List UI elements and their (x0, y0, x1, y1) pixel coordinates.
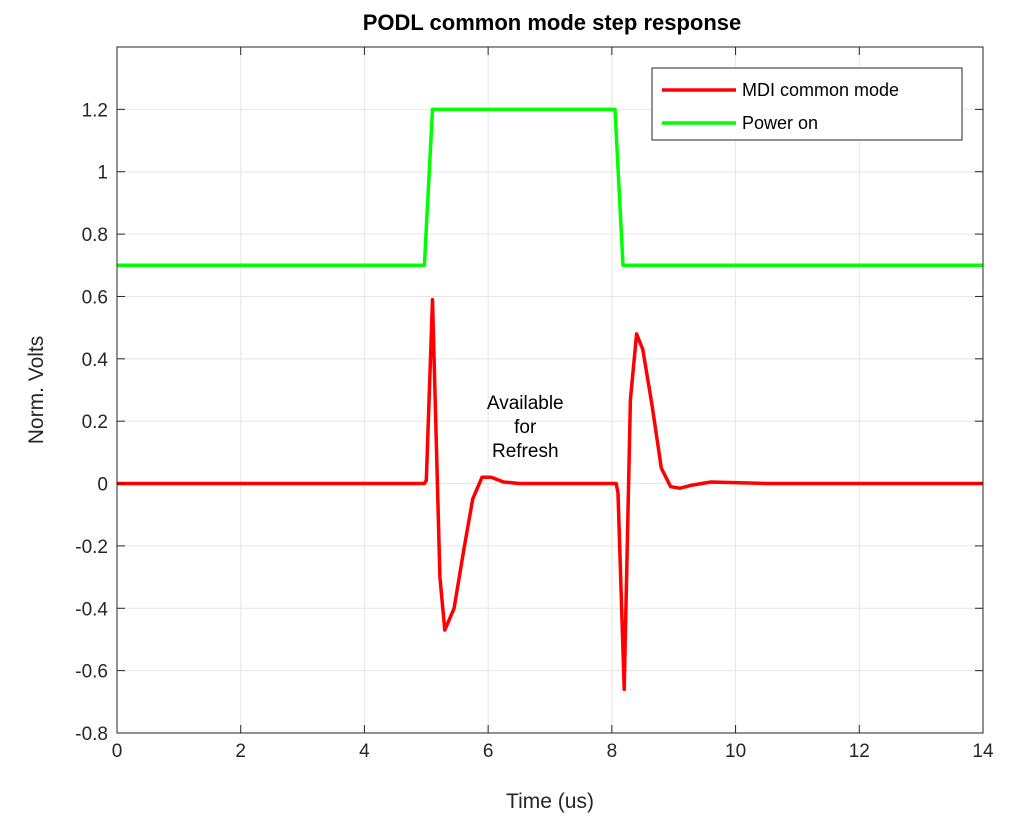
y-tick-label: 1.2 (82, 100, 108, 121)
y-axis-title: Norm. Volts (25, 336, 48, 445)
y-tick-labels: -0.8 -0.6 -0.4 -0.2 0 0.2 0.4 0.6 0.8 1 1.2 (75, 100, 108, 745)
annotation: Available for Refresh (487, 393, 564, 462)
annotation-line: for (514, 417, 537, 438)
y-tick-label: -0.8 (75, 724, 108, 745)
plot-frame (116, 46, 984, 734)
series-layer (117, 107, 983, 692)
x-axis-title: Time (us) (506, 790, 594, 813)
series-line-mdi-common-mode (117, 297, 983, 692)
legend-label-power-on: Power on (742, 113, 818, 133)
series-line-power-on (117, 107, 983, 268)
x-tick-label: 6 (483, 741, 494, 762)
x-tick-label: 12 (849, 741, 870, 762)
legend-label-mdi-common-mode: MDI common mode (742, 80, 899, 100)
annotation-line: Available (487, 393, 564, 414)
y-tick-label: 0.4 (82, 350, 109, 371)
y-tick-label: -0.2 (75, 537, 108, 558)
y-tick-label: 0 (97, 475, 108, 496)
chart-title: PODL common mode step response (363, 10, 742, 35)
ticks (116, 47, 984, 734)
annotation-line: Refresh (492, 441, 559, 462)
x-tick-label: 14 (972, 741, 994, 762)
legend-box (651, 67, 963, 141)
y-tick-label: 0.6 (82, 287, 108, 308)
x-tick-label: 8 (607, 741, 618, 762)
x-tick-label: 0 (112, 741, 123, 762)
y-tick-label: -0.6 (75, 662, 108, 683)
legend: MDI common mode Power on (651, 67, 963, 141)
plot-area (117, 47, 983, 733)
x-tick-label: 4 (359, 741, 370, 762)
x-tick-labels: 0 2 4 6 8 10 12 14 (112, 741, 994, 762)
y-tick-label: 1 (97, 163, 108, 184)
x-tick-label: 2 (235, 741, 246, 762)
y-tick-label: 0.2 (82, 412, 108, 433)
x-tick-label: 10 (725, 741, 746, 762)
y-tick-label: -0.4 (75, 599, 108, 620)
y-tick-label: 0.8 (82, 225, 108, 246)
